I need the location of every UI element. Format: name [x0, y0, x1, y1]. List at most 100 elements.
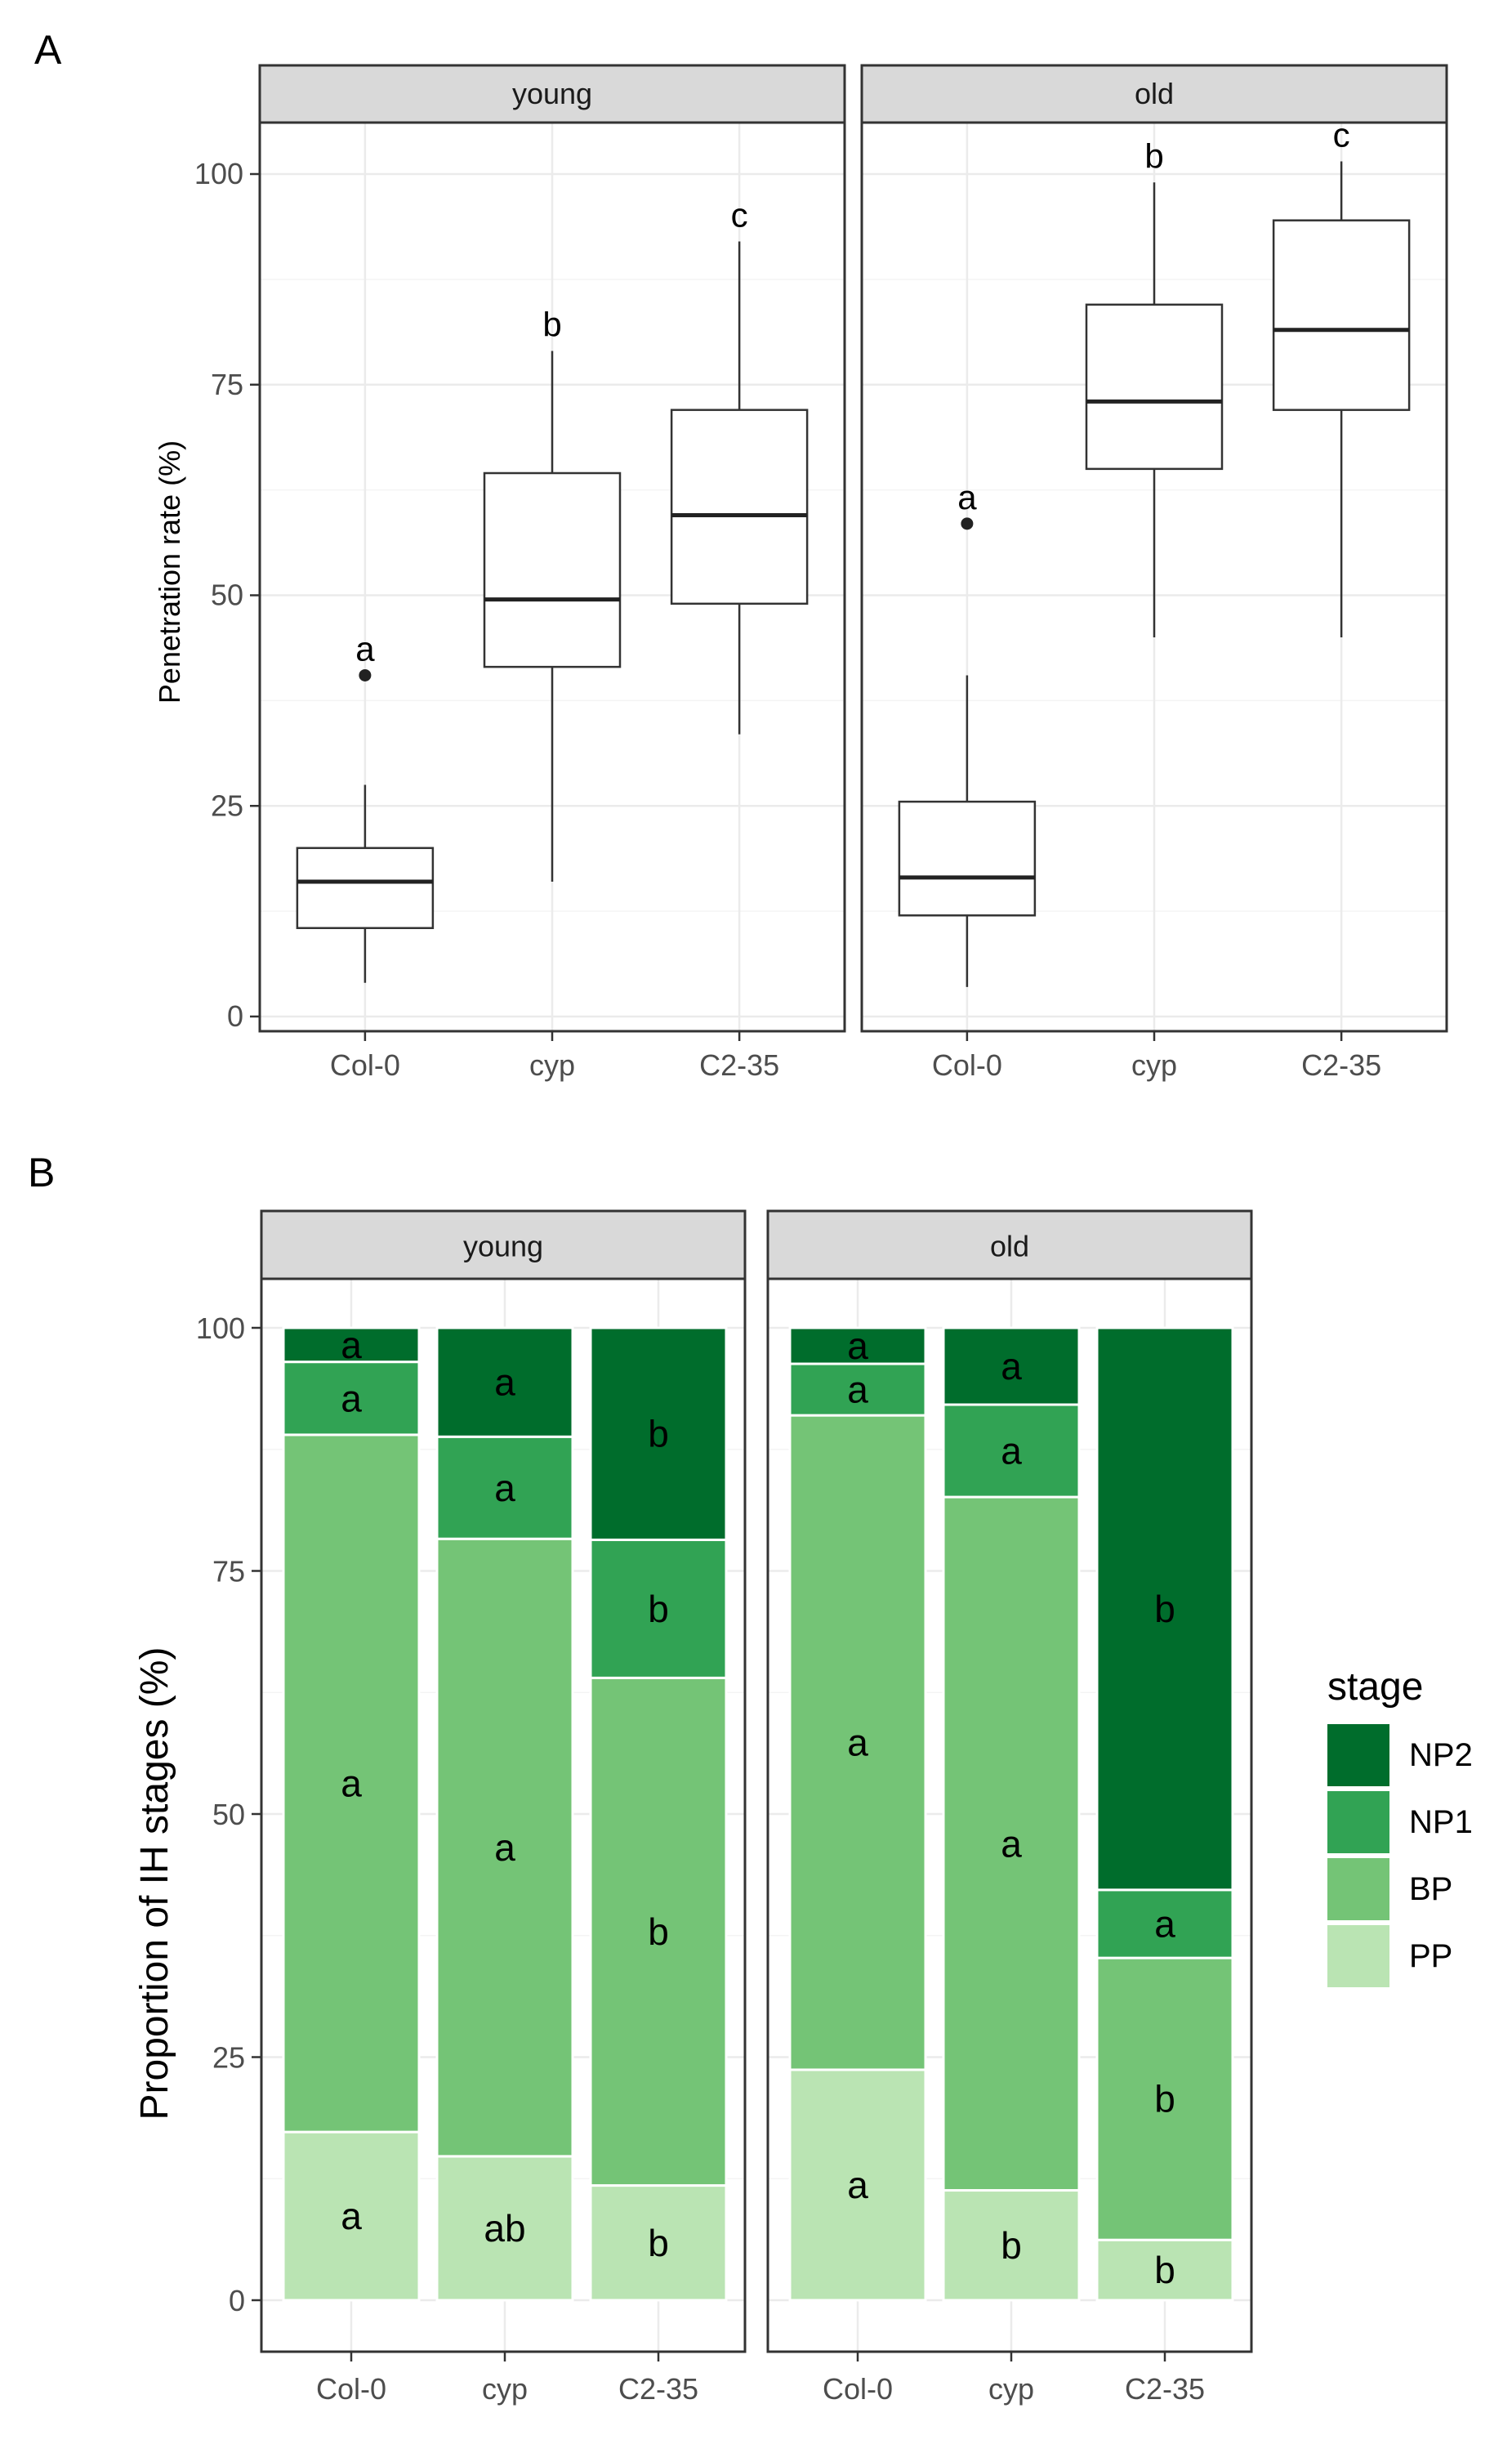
panel-a-y-axis-title: Penetration rate (%) [153, 440, 186, 704]
legend-title: stage [1327, 1665, 1423, 1709]
y-tick-label: 75 [212, 1555, 245, 1588]
legend-swatch-bp [1327, 1858, 1389, 1920]
box [483, 471, 622, 668]
box [296, 847, 435, 929]
significance-label: a [847, 1369, 868, 1411]
significance-label: a [1001, 1345, 1022, 1387]
facet-strip-label: young [512, 77, 592, 110]
y-tick-label: 0 [227, 999, 243, 1033]
significance-label: b [1154, 2078, 1175, 2120]
significance-label: a [1001, 1430, 1022, 1472]
x-tick-label: cyp [1131, 1048, 1177, 1082]
bar-segment-np2 [942, 1326, 1081, 1406]
bar-segment-np1 [589, 1538, 728, 1679]
significance-label: a [494, 1826, 515, 1869]
x-tick-label: Col-0 [932, 1048, 1002, 1082]
significance-label: a [341, 1377, 362, 1419]
panel-border [260, 1277, 747, 2353]
significance-label: c [731, 195, 748, 234]
y-tick-label: 25 [212, 2041, 245, 2075]
significance-label: a [341, 1763, 362, 1805]
legend-label: BP [1409, 1871, 1452, 1907]
y-tick-label: 0 [229, 2284, 245, 2317]
y-tick-label: 100 [194, 157, 243, 190]
significance-label: a [847, 1722, 868, 1764]
bar-segment-np1 [942, 1403, 1081, 1499]
bar-segment-np2 [1095, 1326, 1234, 1892]
significance-label: b [1001, 2224, 1022, 2267]
significance-label: a [341, 2195, 362, 2237]
bar-segment-pp [1095, 2238, 1234, 2302]
box [1085, 303, 1224, 471]
facet-strip-label: young [463, 1230, 543, 1263]
significance-label: a [494, 1361, 515, 1404]
legend-label: NP2 [1409, 1737, 1473, 1773]
significance-label: a [1154, 1902, 1175, 1945]
bar-segment-pp [942, 2189, 1081, 2302]
facet-strip-old [766, 1209, 1253, 1280]
x-tick-label: cyp [482, 2372, 528, 2406]
legend-swatch-np2 [1327, 1724, 1389, 1786]
y-tick-label: 75 [211, 368, 243, 401]
box [898, 800, 1037, 917]
bar-segment-bp [282, 1433, 421, 2134]
legend: stage NP2 NP1 BP PP [1327, 1665, 1473, 1987]
significance-label: a [494, 1467, 515, 1509]
legend-label: PP [1409, 1938, 1452, 1974]
panel-a-boxplot-chart: young a b c Col-0 cyp C2-35 old a b c Col-0 cyp C2-35… [194, 64, 1448, 1082]
x-tick-label: C2-35 [618, 2372, 698, 2406]
bar-segment-pp [435, 2155, 574, 2302]
significance-label: a [847, 2164, 868, 2206]
y-tick-label: 50 [211, 579, 243, 612]
bar-segment-np2 [788, 1326, 927, 1365]
outlier-point [961, 517, 974, 530]
y-tick-label: 50 [212, 1798, 245, 1831]
significance-label: a [847, 1325, 868, 1367]
box [670, 409, 809, 605]
significance-label: ab [484, 2207, 525, 2250]
significance-label: c [1333, 116, 1350, 154]
panel-border [766, 1277, 1253, 2353]
legend-swatch-pp [1327, 1925, 1389, 1987]
significance-label: b [1144, 136, 1163, 175]
bar-segment-np2 [282, 1326, 421, 1364]
bar-segment-np1 [435, 1435, 574, 1540]
legend-label: NP1 [1409, 1804, 1473, 1840]
bar-segment-bp [435, 1537, 574, 2158]
facet-strip-label: old [1135, 77, 1174, 110]
significance-label: b [648, 1588, 669, 1630]
outlier-point [359, 668, 372, 681]
x-tick-label: C2-35 [1125, 2372, 1205, 2406]
bar-segment-pp [788, 2068, 927, 2302]
significance-label: b [648, 2222, 669, 2264]
bar-segment-bp [589, 1676, 728, 2187]
bar-segment-pp [282, 2130, 421, 2302]
bar-segment-np2 [435, 1326, 574, 1438]
panel-label-b: B [28, 1150, 55, 1195]
significance-label: b [648, 1910, 669, 1953]
bar-segment-np1 [788, 1362, 927, 1417]
bar-segment-pp [589, 2184, 728, 2302]
significance-label: b [648, 1413, 669, 1455]
significance-label: a [1001, 1822, 1022, 1865]
box [1272, 219, 1411, 411]
x-tick-label: Col-0 [330, 1048, 400, 1082]
panel-label-a: A [34, 27, 62, 73]
legend-swatch-np1 [1327, 1791, 1389, 1853]
bar-segment-bp [1095, 1956, 1234, 2241]
x-tick-label: C2-35 [1301, 1048, 1381, 1082]
significance-label: a [355, 629, 375, 668]
x-tick-label: Col-0 [316, 2372, 386, 2406]
significance-label: b [1154, 1588, 1175, 1630]
facet-strip-young [258, 64, 846, 124]
x-tick-label: Col-0 [823, 2372, 893, 2406]
bar-segment-np1 [1095, 1888, 1234, 1959]
bar-segment-bp [942, 1495, 1081, 2192]
panel-b-y-axis-title: Proportion of IH stages (%) [133, 1647, 176, 2120]
significance-label: a [341, 1324, 362, 1366]
facet-strip-young [260, 1209, 747, 1280]
significance-label: b [542, 306, 561, 344]
x-tick-label: C2-35 [699, 1048, 779, 1082]
